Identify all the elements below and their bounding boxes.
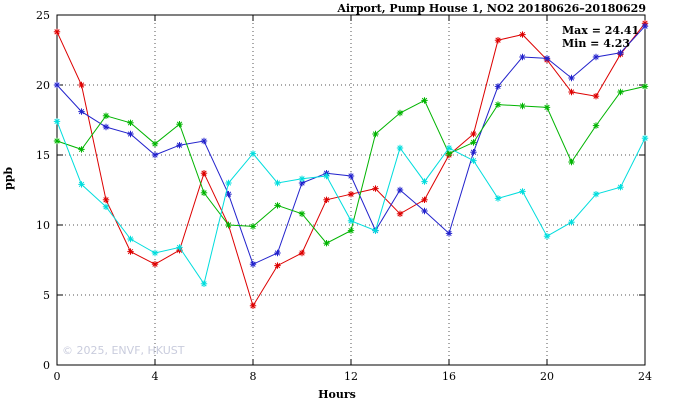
svg-text:8: 8 — [250, 370, 257, 383]
svg-text:20: 20 — [36, 79, 50, 92]
chart-title: Airport, Pump House 1, NO2 20180626–2018… — [337, 2, 646, 15]
max-min-annotation: Max = 24.41 Min = 4.23 — [562, 24, 639, 50]
svg-text:15: 15 — [36, 149, 50, 162]
svg-text:24: 24 — [638, 370, 652, 383]
svg-text:5: 5 — [43, 289, 50, 302]
svg-text:0: 0 — [43, 359, 50, 372]
svg-text:10: 10 — [36, 219, 50, 232]
watermark: © 2025, ENVF, HKUST — [62, 344, 185, 357]
svg-text:25: 25 — [36, 9, 50, 22]
svg-text:20: 20 — [540, 370, 554, 383]
min-annotation: Min = 4.23 — [562, 37, 631, 50]
y-axis-label: ppb — [2, 166, 15, 190]
svg-text:12: 12 — [344, 370, 358, 383]
x-axis-label: Hours — [318, 388, 356, 401]
svg-text:16: 16 — [442, 370, 456, 383]
max-annotation: Max = 24.41 — [562, 24, 640, 37]
svg-text:4: 4 — [152, 370, 159, 383]
svg-text:0: 0 — [54, 370, 61, 383]
